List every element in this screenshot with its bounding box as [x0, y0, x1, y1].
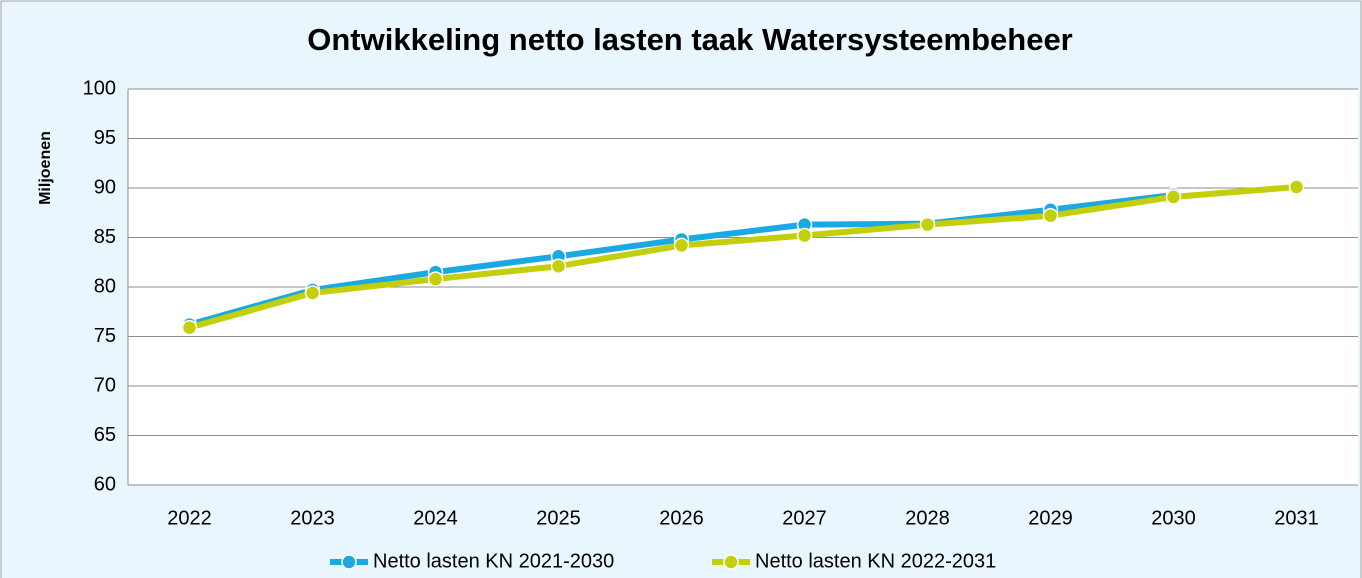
data-point	[919, 216, 936, 233]
x-tick-label: 2022	[167, 507, 212, 529]
series-line	[188, 184, 1297, 331]
y-tick-label: 60	[94, 473, 116, 495]
legend-marker	[341, 554, 357, 570]
data-point	[673, 237, 690, 254]
y-axis-label: Miljoenen	[37, 131, 54, 205]
y-tick-label: 85	[94, 226, 116, 248]
legend-label: Netto lasten KN 2022-2031	[755, 550, 996, 572]
x-tick-label: 2023	[290, 507, 335, 529]
legend-marker	[723, 554, 739, 570]
x-tick-label: 2024	[413, 507, 458, 529]
chart-title: Ontwikkeling netto lasten taak Watersyst…	[307, 22, 1073, 57]
y-tick-label: 75	[94, 325, 116, 347]
x-tick-label: 2025	[536, 507, 581, 529]
x-tick-label: 2031	[1274, 507, 1319, 529]
y-tick-label: 70	[94, 374, 116, 396]
x-tick-label: 2029	[1028, 507, 1073, 529]
data-point	[550, 258, 567, 274]
y-tick-label: 80	[94, 275, 116, 297]
legend-label: Netto lasten KN 2021-2030	[373, 550, 614, 572]
data-point	[427, 271, 444, 287]
data-point	[1288, 179, 1305, 195]
y-tick-label: 100	[83, 77, 116, 99]
y-tick-label: 90	[94, 176, 116, 198]
data-point	[796, 227, 813, 244]
data-point	[1042, 207, 1059, 224]
x-tick-label: 2028	[905, 507, 950, 529]
data-point	[304, 285, 321, 301]
data-point	[181, 319, 198, 336]
y-tick-label: 65	[94, 424, 116, 446]
x-tick-label: 2026	[659, 507, 704, 529]
data-point	[1165, 189, 1182, 205]
y-tick-label: 95	[94, 127, 116, 149]
x-tick-label: 2030	[1151, 507, 1196, 529]
x-tick-label: 2027	[782, 507, 827, 529]
